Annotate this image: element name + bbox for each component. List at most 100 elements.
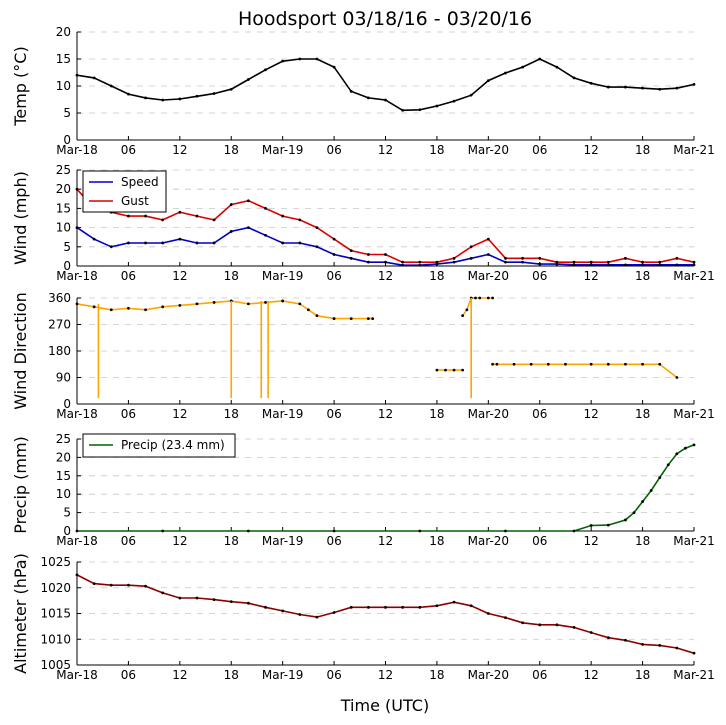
- y-tick-label: 1010: [40, 632, 71, 646]
- data-point: [366, 260, 370, 264]
- data-point: [649, 489, 653, 492]
- x-tick-label: 18: [224, 143, 239, 157]
- data-point: [606, 362, 610, 366]
- data-point: [572, 263, 576, 267]
- y-tick-label: 0: [63, 524, 71, 538]
- y-tick-label: 15: [56, 52, 71, 66]
- y-tick-label: 0: [63, 397, 71, 411]
- data-point: [572, 260, 576, 264]
- x-tick-label: Mar-20: [468, 668, 509, 682]
- data-point: [538, 623, 542, 627]
- data-point: [418, 605, 422, 609]
- data-point: [418, 263, 422, 267]
- x-tick-label: 18: [224, 534, 239, 548]
- data-point: [127, 583, 130, 587]
- x-tick-label: 18: [635, 668, 650, 682]
- panel-precip: 0 5 10 15 20 25 Mar-18 06 12 18 Mar-19 06 12 18 Mar-20…: [11, 432, 715, 548]
- x-tick-label: 12: [584, 668, 599, 682]
- legend-box: [82, 433, 236, 458]
- x-tick-label: Mar-18: [56, 668, 97, 682]
- data-point: [641, 362, 644, 366]
- data-point: [538, 256, 542, 260]
- data-point: [195, 596, 199, 600]
- x-tick-label: 12: [172, 143, 187, 157]
- data-point: [264, 207, 267, 210]
- data-point: [315, 226, 319, 230]
- data-point: [246, 302, 250, 306]
- data-point: [469, 93, 473, 97]
- x-tick-label: 06: [326, 269, 341, 283]
- data-point: [452, 368, 456, 372]
- data-point: [212, 301, 216, 304]
- y-tick-label: 20: [56, 182, 71, 196]
- data-point: [144, 308, 147, 312]
- x-tick-label: 06: [121, 668, 136, 682]
- y-tick-label: 180: [48, 344, 71, 358]
- x-tick-label: 18: [224, 668, 239, 682]
- series-line-wind-direction: [76, 300, 335, 320]
- data-point: [675, 646, 679, 650]
- x-tick-label: 06: [532, 534, 547, 548]
- x-tick-label: 18: [635, 143, 650, 157]
- x-tick-label: 06: [532, 668, 547, 682]
- data-point: [486, 612, 490, 615]
- x-tick-label: 06: [121, 407, 136, 421]
- data-point: [606, 523, 610, 527]
- x-tick-label: 18: [429, 143, 444, 157]
- data-point: [315, 615, 319, 619]
- data-point: [452, 99, 456, 103]
- data-point: [521, 65, 525, 69]
- data-point: [109, 583, 113, 587]
- data-point: [572, 529, 576, 533]
- data-point: [161, 218, 165, 222]
- x-tick-label: 12: [378, 269, 393, 283]
- x-tick-label: Mar-21: [673, 407, 714, 421]
- x-tick-label: 06: [121, 269, 136, 283]
- x-tick-label: 06: [532, 269, 547, 283]
- y-tick-label: 10: [56, 79, 71, 93]
- chart-title: Hoodsport 03/18/16 - 03/20/16: [238, 8, 532, 30]
- x-tick-label: Mar-19: [262, 407, 303, 421]
- x-tick-label: Mar-21: [673, 269, 714, 283]
- data-point: [92, 237, 96, 241]
- data-point: [641, 260, 644, 264]
- data-point: [589, 524, 593, 527]
- data-point: [298, 241, 302, 245]
- data-point: [315, 245, 319, 249]
- data-point: [195, 241, 199, 245]
- data-point: [92, 305, 96, 309]
- series-line-precip-23-4-mm-: [77, 444, 695, 532]
- x-tick-label: 12: [378, 143, 393, 157]
- data-point: [332, 529, 336, 533]
- data-point: [452, 260, 456, 264]
- panel-wind_direction: 0 90 180 270 360 Mar-18 06 12 18 Mar-19 06 12 18 Mar-…: [11, 291, 715, 421]
- data-point: [144, 214, 147, 218]
- x-tick-label: 18: [429, 668, 444, 682]
- x-tick-label: 12: [172, 668, 187, 682]
- x-tick-label: 12: [584, 534, 599, 548]
- x-tick-label: Mar-21: [673, 534, 714, 548]
- x-tick-label: 18: [429, 269, 444, 283]
- x-tick-label: Mar-18: [56, 534, 97, 548]
- x-tick-label: 12: [172, 407, 187, 421]
- legend-label: Gust: [121, 194, 149, 208]
- data-point: [264, 233, 267, 237]
- data-point: [212, 92, 216, 95]
- data-point: [624, 638, 627, 642]
- data-point: [521, 256, 525, 260]
- x-tick-label: 06: [532, 143, 547, 157]
- x-tick-label: 12: [378, 668, 393, 682]
- data-point: [692, 82, 696, 86]
- data-point: [512, 362, 516, 366]
- y-tick-label: 5: [63, 240, 71, 254]
- data-point: [75, 73, 79, 77]
- series-line-altimeter: [76, 574, 695, 654]
- data-point: [521, 260, 525, 264]
- y-tick-label: 1015: [40, 607, 71, 621]
- data-point: [474, 296, 477, 300]
- x-tick-label: 06: [121, 143, 136, 157]
- x-axis-label: Time (UTC): [340, 696, 429, 715]
- data-point: [486, 237, 490, 241]
- data-point: [384, 253, 387, 256]
- data-point: [469, 604, 473, 608]
